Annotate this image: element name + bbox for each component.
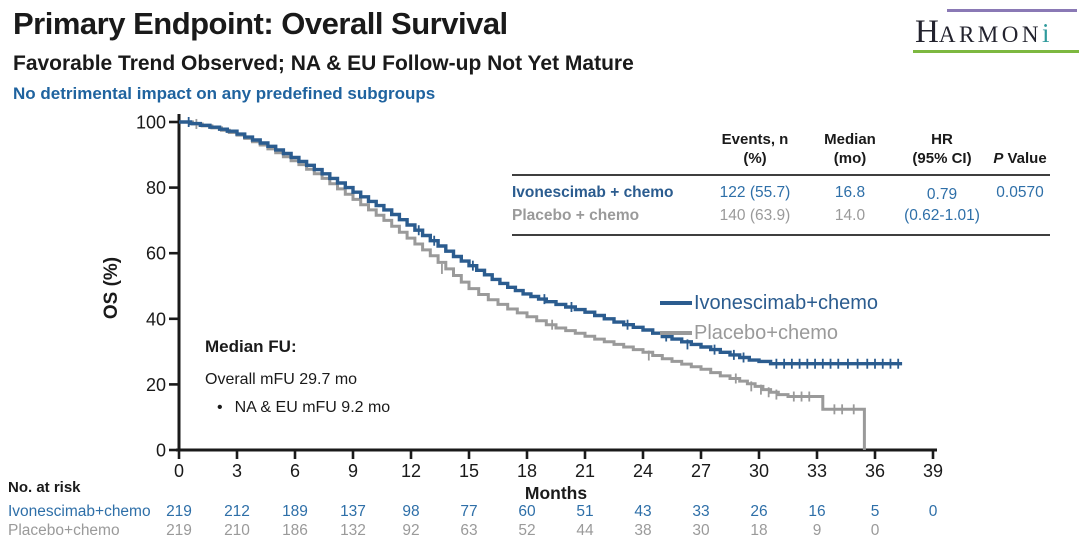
stats-table: Events, n (%) Median (mo) HR (95% CI) P Val…	[512, 130, 1050, 236]
at-risk-value: 9	[812, 522, 822, 539]
legend-row-ivonescimab: Ivonescimab+chemo	[660, 288, 878, 318]
stats-row-placebo-events: 140 (63.9)	[719, 207, 791, 224]
stats-header-hr: HR (95% CI)	[912, 131, 972, 167]
x-tick-label: 15	[459, 461, 479, 481]
median-fu-box: Median FU: Overall mFU 29.7 mo • NA & EU …	[205, 337, 390, 417]
x-tick-label: 21	[575, 461, 595, 481]
x-tick-label: 27	[691, 461, 711, 481]
stats-row-ivonescimab-median: 16.8	[834, 184, 866, 201]
stats-header-pvalue: P Value	[993, 150, 1047, 167]
page-subtitle: Favorable Trend Observed; NA & EU Follow…	[13, 52, 634, 75]
y-tick-label: 80	[146, 178, 166, 198]
legend-line-sample-ivonescimab	[660, 300, 692, 306]
km-curve-Ivonescimab+chemo	[179, 120, 903, 366]
logo-letter-h: H	[915, 14, 939, 50]
x-tick-label: 6	[290, 461, 300, 481]
stats-row-ivonescimab-label: Ivonescimab + chemo	[512, 184, 674, 201]
at-risk-value: 0	[928, 503, 938, 520]
logo-text: HARMONi	[915, 16, 1049, 49]
stats-table-bottom-rule	[512, 234, 1050, 236]
stats-row-placebo-label: Placebo + chemo	[512, 207, 640, 224]
x-tick-label: 9	[348, 461, 358, 481]
at-risk-value: 60	[518, 503, 536, 520]
bullet-dot-icon: •	[217, 399, 223, 416]
at-risk-value: 186	[282, 522, 308, 539]
harmoni-logo: HARMONi	[913, 6, 1079, 53]
stats-table-header-rule	[512, 174, 1050, 176]
at-risk-value: 26	[750, 503, 768, 520]
at-risk-value: 77	[460, 503, 478, 520]
at-risk-value: 219	[166, 503, 192, 520]
at-risk-value: 219	[166, 522, 192, 539]
at-risk-value: 63	[460, 522, 478, 539]
stats-header-median: Median (mo)	[824, 131, 876, 167]
at-risk-value: 132	[340, 522, 366, 539]
at-risk-value: 38	[634, 522, 652, 539]
at-risk-value: 92	[402, 522, 420, 539]
x-axis-label: Months	[524, 483, 588, 503]
x-tick-label: 24	[633, 461, 653, 481]
logo-letter-i: i	[1041, 18, 1050, 48]
at-risk-value: 52	[518, 522, 536, 539]
at-risk-value: 98	[402, 503, 420, 520]
y-tick-label: 60	[146, 244, 166, 264]
at-risk-value: 30	[692, 522, 710, 539]
y-axis-label: OS (%)	[101, 256, 122, 320]
at-risk-value: 210	[224, 522, 250, 539]
at-risk-value: 189	[282, 503, 308, 520]
x-tick-label: 30	[749, 461, 769, 481]
legend-label-ivonescimab: Ivonescimab+chemo	[694, 291, 878, 314]
median-fu-heading: Median FU:	[205, 337, 297, 356]
x-tick-label: 33	[807, 461, 827, 481]
median-fu-overall: Overall mFU 29.7 mo	[205, 371, 358, 388]
legend-line-sample-placebo	[660, 330, 692, 336]
at-risk-value: 51	[576, 503, 594, 520]
y-tick-label: 40	[146, 309, 166, 329]
x-tick-label: 3	[232, 461, 242, 481]
page-title: Primary Endpoint: Overall Survival	[13, 6, 508, 41]
at-risk-value: 212	[224, 503, 250, 520]
at-risk-heading: No. at risk	[8, 479, 81, 496]
stats-pvalue-cell: 0.0570	[996, 184, 1044, 201]
at-risk-label-placebo: Placebo+chemo	[8, 522, 120, 539]
at-risk-value: 16	[808, 503, 826, 520]
at-risk-value: 0	[870, 522, 880, 539]
stats-hr-cell: 0.79 (0.62-1.01)	[904, 186, 980, 224]
x-tick-label: 36	[865, 461, 885, 481]
chart-legend: Ivonescimab+chemo Placebo+chemo	[660, 288, 878, 348]
stats-row-placebo-p-empty	[990, 202, 1050, 234]
legend-label-placebo: Placebo+chemo	[694, 321, 838, 344]
at-risk-value: 43	[634, 503, 652, 520]
x-tick-label: 0	[174, 461, 184, 481]
stats-row-placebo-median: 14.0	[834, 207, 866, 224]
at-risk-value: 5	[870, 503, 880, 520]
at-risk-value: 33	[692, 503, 710, 520]
y-tick-label: 0	[156, 441, 166, 461]
logo-letters: ARMON	[938, 22, 1042, 47]
km-curve-Placebo+chemo	[179, 120, 866, 450]
logo-purple-line	[947, 9, 1077, 12]
at-risk-value: 18	[750, 522, 768, 539]
median-fu-na-eu: • NA & EU mFU 9.2 mo	[217, 399, 391, 416]
x-tick-label: 18	[517, 461, 537, 481]
y-tick-label: 20	[146, 375, 166, 395]
stats-header-events: Events, n (%)	[721, 131, 789, 167]
at-risk-value: 44	[576, 522, 594, 539]
at-risk-value: 137	[340, 503, 366, 520]
subgroup-note: No detrimental impact on any predefined …	[13, 84, 436, 103]
stats-row-ivonescimab-events: 122 (55.7)	[719, 184, 791, 201]
y-tick-label: 100	[136, 113, 166, 133]
x-tick-label: 39	[923, 461, 943, 481]
at-risk-label-ivonescimab: Ivonescimab+chemo	[8, 503, 151, 520]
legend-row-placebo: Placebo+chemo	[660, 318, 878, 348]
x-tick-label: 12	[401, 461, 421, 481]
